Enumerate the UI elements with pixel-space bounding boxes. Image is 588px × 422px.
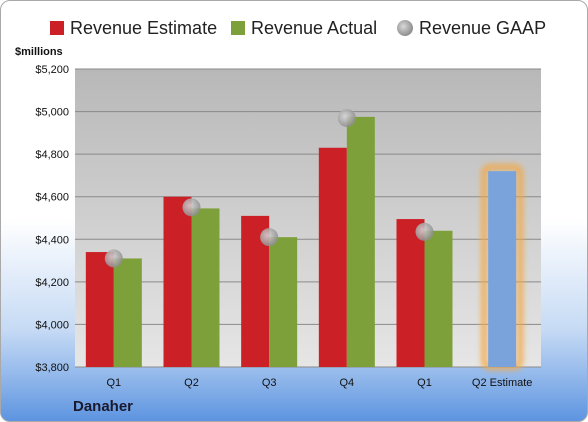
- bars: [85, 116, 524, 370]
- y-tick-label: $5,200: [35, 64, 69, 76]
- y-tick-label: $3,800: [35, 362, 69, 374]
- y-tick-label: $4,400: [35, 234, 69, 246]
- y-axis-unit-label: $millions: [15, 46, 63, 58]
- x-category-label: Q1: [417, 377, 432, 389]
- x-category-label: Q1: [106, 377, 121, 389]
- y-tick-label: $4,800: [35, 149, 69, 161]
- legend-swatch: [397, 20, 413, 36]
- revenue-gaap-marker: [337, 108, 356, 127]
- x-category-label: Q2: [184, 377, 199, 389]
- legend-label: Revenue GAAP: [419, 18, 546, 38]
- y-tick-label: $5,000: [35, 107, 69, 119]
- company-name: Danaher: [73, 398, 134, 415]
- revenue-gaap-marker: [104, 249, 123, 268]
- gridlines: [75, 68, 541, 368]
- legend-swatch: [231, 21, 245, 35]
- x-category-label: Q2 Estimate: [472, 377, 533, 389]
- y-tick-label: $4,600: [35, 192, 69, 204]
- gaap-markers: [104, 108, 434, 268]
- revenue-estimate-q2-bar: [488, 171, 517, 367]
- plot-area: [75, 69, 541, 367]
- legend-label: Revenue Actual: [251, 18, 377, 38]
- revenue-estimate-bar: [318, 147, 347, 367]
- legend-swatch: [50, 21, 64, 35]
- revenue-gaap-marker: [260, 228, 279, 247]
- revenue-actual-bar: [113, 258, 142, 367]
- y-axis-ticks: $3,800 $4,000 $4,200 $4,400 $4,600 $4,800 $5,0…: [35, 64, 69, 374]
- revenue-actual-bar: [424, 230, 453, 367]
- x-category-label: Q4: [339, 377, 354, 389]
- revenue-actual-bar: [269, 237, 298, 367]
- y-tick-label: $4,200: [35, 277, 69, 289]
- revenue-actual-bar: [191, 208, 220, 367]
- revenue-estimate-bar: [396, 219, 425, 367]
- revenue-gaap-marker: [415, 222, 434, 241]
- x-category-label: Q3: [262, 377, 277, 389]
- y-tick-label: $4,000: [35, 319, 69, 331]
- revenue-actual-bar: [346, 116, 375, 368]
- legend-label: Revenue Estimate: [70, 18, 217, 38]
- revenue-estimate-bar: [163, 196, 192, 367]
- revenue-estimate-bar: [85, 252, 114, 367]
- legend: Revenue Estimate Revenue Actual Revenue GA…: [50, 18, 546, 38]
- x-axis-labels: Q1 Q2 Q3 Q4 Q1 Q2 Estimate: [106, 377, 532, 389]
- revenue-gaap-marker: [182, 198, 201, 217]
